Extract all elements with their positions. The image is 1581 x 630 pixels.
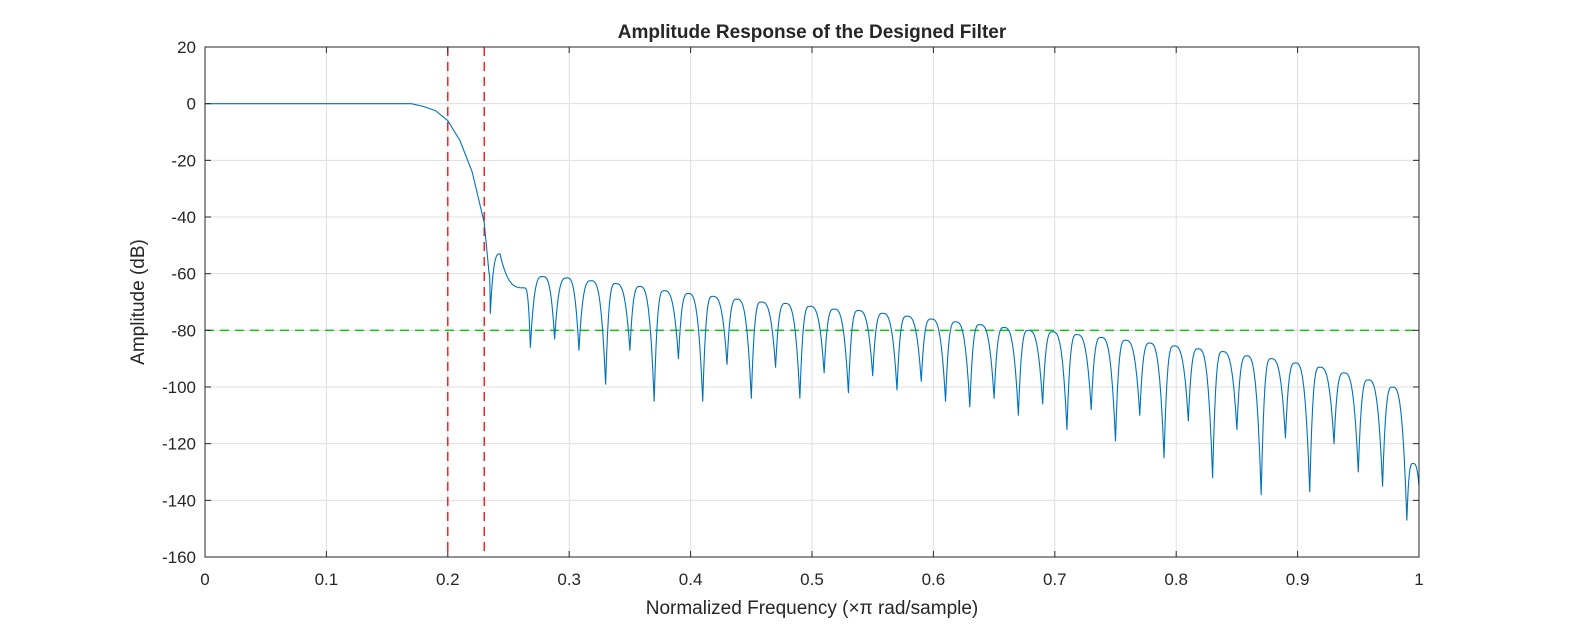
x-tick-label: 0.8	[1164, 570, 1188, 589]
y-axis-label: Amplitude (dB)	[128, 239, 149, 365]
x-tick-label: 0.1	[315, 570, 339, 589]
axis-ticks: 0 0.1 0.2 0.3 0.4 0.5 0.6 0.7 0.8 0.9 1 20 0 -20 -40 -6…	[162, 38, 1424, 589]
y-tick-label: -80	[171, 321, 196, 340]
x-tick-label: 1	[1414, 570, 1423, 589]
y-tick-label: -40	[171, 208, 196, 227]
y-tick-label: 20	[177, 38, 196, 57]
chart-title: Amplitude Response of the Designed Filte…	[618, 22, 1007, 43]
x-tick-label: 0.4	[679, 570, 703, 589]
x-axis-label: Normalized Frequency (×π rad/sample)	[646, 598, 979, 619]
x-tick-label: 0.3	[557, 570, 581, 589]
y-tick-label: 0	[187, 95, 196, 114]
y-tick-label: -20	[171, 151, 196, 170]
x-tick-label: 0.6	[922, 570, 946, 589]
reference-lines	[205, 47, 1419, 557]
x-tick-label: 0	[200, 570, 209, 589]
y-tick-label: -160	[162, 548, 196, 567]
y-tick-label: -100	[162, 378, 196, 397]
y-tick-label: -140	[162, 491, 196, 510]
x-tick-label: 0.7	[1043, 570, 1067, 589]
y-tick-label: -120	[162, 435, 196, 454]
y-tick-label: -60	[171, 265, 196, 284]
x-tick-label: 0.9	[1286, 570, 1310, 589]
x-tick-label: 0.5	[800, 570, 824, 589]
series-layer	[205, 103, 1420, 521]
x-tick-label: 0.2	[436, 570, 460, 589]
amplitude-response-line	[205, 103, 1420, 521]
